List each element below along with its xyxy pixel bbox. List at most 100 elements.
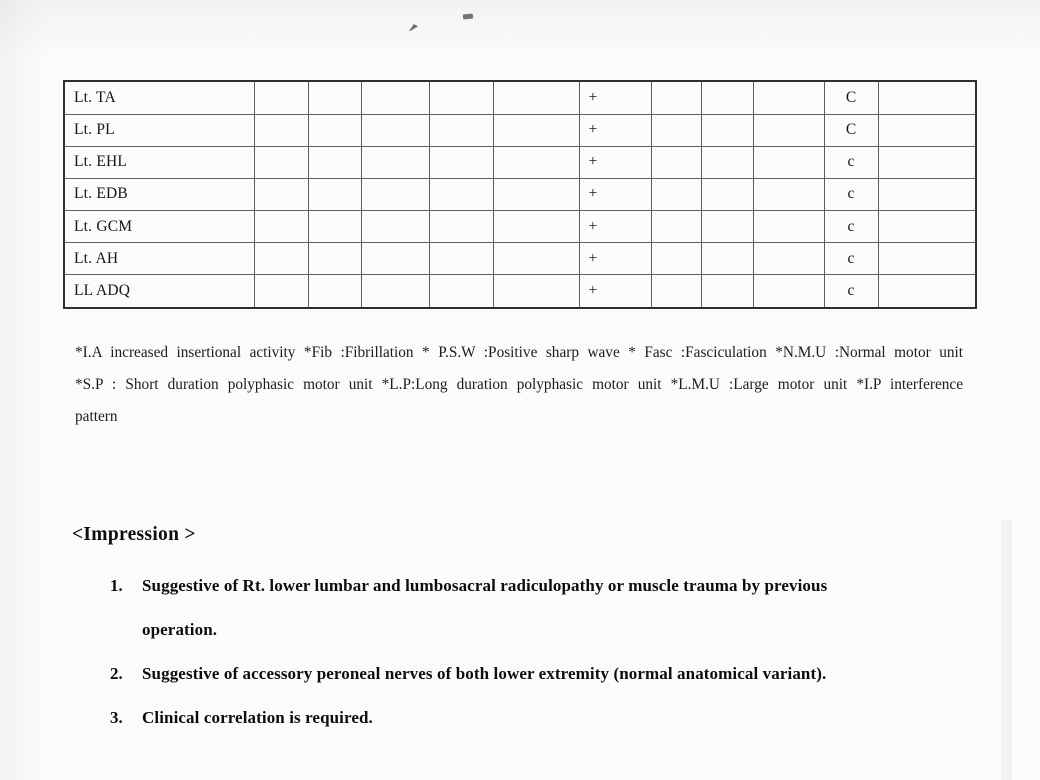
empty-cell: [700, 145, 754, 179]
empty-cell: [253, 210, 309, 244]
table-row: Lt. EDB + c: [63, 177, 977, 212]
empty-cell: [253, 113, 309, 147]
muscle-name-cell: LL ADQ: [63, 274, 255, 309]
empty-cell: [700, 177, 754, 212]
muscle-name-cell: Lt. EDB: [63, 177, 255, 212]
empty-cell: [650, 274, 702, 309]
empty-cell: [492, 242, 580, 276]
abbreviation-legend: *I.A increased insertional activity *Fib…: [75, 337, 963, 433]
scan-shading-left: [0, 0, 46, 780]
empty-cell: [877, 145, 977, 179]
empty-cell: [700, 274, 754, 309]
legend-line-2: *S.P : Short duration polyphasic motor u…: [75, 376, 963, 393]
scan-speck-icon: [462, 13, 474, 20]
empty-cell: [492, 113, 580, 147]
recruitment-cell: c: [823, 274, 879, 309]
empty-cell: [700, 113, 754, 147]
empty-cell: [700, 80, 754, 115]
muscle-name-cell: Lt. EHL: [63, 145, 255, 179]
recruitment-cell: c: [823, 177, 879, 212]
empty-cell: [492, 177, 580, 212]
impression-item-number: 3.: [110, 708, 123, 727]
impression-item-number: 2.: [110, 664, 123, 683]
impression-item: 2. Suggestive of accessory peroneal nerv…: [73, 652, 973, 696]
empty-cell: [428, 145, 494, 179]
spontaneous-activity-cell: +: [578, 145, 652, 179]
recruitment-cell: c: [823, 210, 879, 244]
empty-cell: [360, 274, 430, 309]
empty-cell: [307, 145, 362, 179]
empty-cell: [700, 210, 754, 244]
empty-cell: [877, 177, 977, 212]
emg-findings-table: Lt. TA + C Lt. PL + C Lt. EHL + c Lt. EDB + c Lt. GC…: [63, 80, 977, 309]
impression-item-text: Suggestive of accessory peroneal nerves …: [142, 664, 827, 683]
muscle-name-cell: Lt. AH: [63, 242, 255, 276]
empty-cell: [428, 177, 494, 212]
empty-cell: [428, 274, 494, 309]
empty-cell: [752, 242, 825, 276]
empty-cell: [650, 145, 702, 179]
empty-cell: [877, 80, 977, 115]
muscle-name-cell: Lt. TA: [63, 80, 255, 115]
empty-cell: [752, 274, 825, 309]
empty-cell: [877, 210, 977, 244]
empty-cell: [307, 113, 362, 147]
empty-cell: [752, 210, 825, 244]
empty-cell: [360, 113, 430, 147]
empty-cell: [307, 80, 362, 115]
recruitment-cell: c: [823, 145, 879, 179]
spontaneous-activity-cell: +: [578, 80, 652, 115]
empty-cell: [360, 177, 430, 212]
table-row: Lt. GCM + c: [63, 210, 977, 244]
empty-cell: [650, 80, 702, 115]
empty-cell: [253, 177, 309, 212]
empty-cell: [650, 242, 702, 276]
empty-cell: [307, 274, 362, 309]
empty-cell: [492, 145, 580, 179]
empty-cell: [752, 80, 825, 115]
empty-cell: [492, 274, 580, 309]
empty-cell: [877, 113, 977, 147]
scan-shading-top: [0, 0, 1040, 58]
empty-cell: [650, 113, 702, 147]
empty-cell: [253, 80, 309, 115]
table-row: Lt. TA + C: [63, 80, 977, 115]
scan-speck-icon: [409, 24, 418, 31]
empty-cell: [752, 145, 825, 179]
empty-cell: [752, 177, 825, 212]
spontaneous-activity-cell: +: [578, 242, 652, 276]
impression-item-number: 1.: [110, 576, 123, 595]
spontaneous-activity-cell: +: [578, 113, 652, 147]
table-row: LL ADQ + c: [63, 274, 977, 309]
empty-cell: [752, 113, 825, 147]
empty-cell: [360, 242, 430, 276]
muscle-name-cell: Lt. GCM: [63, 210, 255, 244]
table-row: Lt. EHL + c: [63, 145, 977, 179]
table-row: Lt. PL + C: [63, 113, 977, 147]
empty-cell: [650, 177, 702, 212]
table-row: Lt. AH + c: [63, 242, 977, 276]
spontaneous-activity-cell: +: [578, 177, 652, 212]
empty-cell: [650, 210, 702, 244]
empty-cell: [428, 210, 494, 244]
muscle-name-cell: Lt. PL: [63, 113, 255, 147]
empty-cell: [307, 242, 362, 276]
empty-cell: [700, 242, 754, 276]
empty-cell: [492, 210, 580, 244]
impression-item: 1. Suggestive of Rt. lower lumbar and lu…: [73, 564, 973, 652]
spontaneous-activity-cell: +: [578, 274, 652, 309]
scan-edge-band: [1001, 520, 1012, 780]
empty-cell: [253, 242, 309, 276]
empty-cell: [492, 80, 580, 115]
empty-cell: [428, 113, 494, 147]
legend-line-1: *I.A increased insertional activity *Fib…: [75, 344, 963, 361]
empty-cell: [360, 145, 430, 179]
empty-cell: [428, 242, 494, 276]
impression-list: 1. Suggestive of Rt. lower lumbar and lu…: [73, 564, 973, 740]
legend-line-3: pattern: [75, 408, 118, 425]
empty-cell: [428, 80, 494, 115]
empty-cell: [253, 145, 309, 179]
recruitment-cell: C: [823, 113, 879, 147]
impression-item-text: Suggestive of Rt. lower lumbar and lumbo…: [142, 576, 828, 639]
